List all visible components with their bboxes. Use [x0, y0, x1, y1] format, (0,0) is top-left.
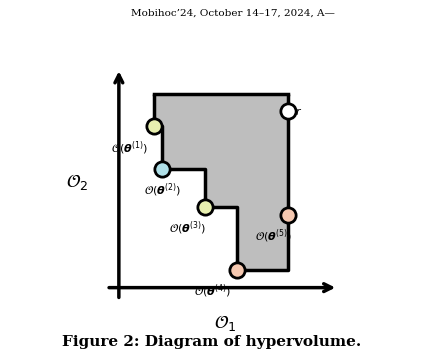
Text: $\mathcal{O}(\boldsymbol{\theta}^{(2)})$: $\mathcal{O}(\boldsymbol{\theta}^{(2)})$: [144, 182, 181, 199]
Text: $r$: $r$: [295, 106, 302, 117]
Text: $\mathcal{O}_2$: $\mathcal{O}_2$: [67, 172, 89, 192]
Text: $\mathcal{O}_1$: $\mathcal{O}_1$: [214, 313, 236, 333]
Text: Figure 2: Diagram of hypervolume.: Figure 2: Diagram of hypervolume.: [62, 335, 362, 349]
Text: Mobihoc’24, October 14–17, 2024, A—: Mobihoc’24, October 14–17, 2024, A—: [131, 9, 335, 18]
Text: $\mathcal{O}(\boldsymbol{\theta}^{(1)})$: $\mathcal{O}(\boldsymbol{\theta}^{(1)})$: [112, 139, 148, 157]
Text: $\mathcal{O}(\boldsymbol{\theta}^{(3)})$: $\mathcal{O}(\boldsymbol{\theta}^{(3)})$: [169, 220, 206, 237]
Text: $\mathcal{O}(\boldsymbol{\theta}^{(5)})$: $\mathcal{O}(\boldsymbol{\theta}^{(5)})$: [255, 227, 292, 245]
Polygon shape: [154, 94, 288, 270]
Text: $\mathcal{O}(\boldsymbol{\theta}^{(4)})$: $\mathcal{O}(\boldsymbol{\theta}^{(4)})$: [195, 283, 232, 300]
